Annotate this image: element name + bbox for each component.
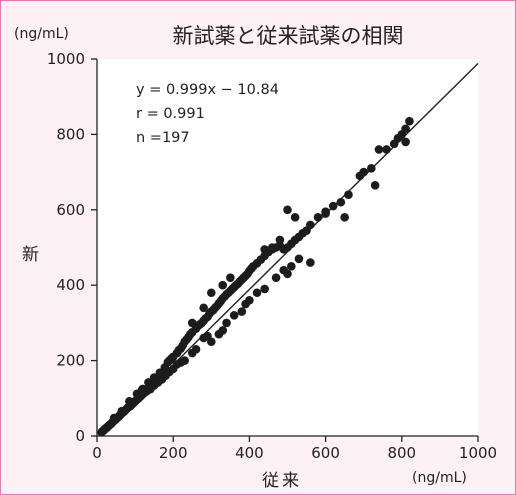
data-point	[294, 254, 304, 264]
data-point	[401, 137, 410, 147]
data-point	[237, 307, 247, 316]
data-point	[359, 167, 369, 177]
x-tick-label: 800	[387, 444, 416, 462]
data-point	[405, 116, 414, 126]
data-point	[222, 318, 231, 328]
data-point	[117, 406, 127, 416]
data-point	[340, 213, 349, 222]
y-tick-label: 400	[56, 276, 85, 294]
x-axis-unit: (ng/mL)	[412, 470, 467, 486]
x-tick-label: 200	[159, 444, 188, 462]
data-point	[328, 201, 338, 211]
chart-title: 新試薬と従来試薬の相関	[172, 24, 404, 48]
data-point	[306, 258, 315, 267]
data-point	[306, 220, 315, 230]
x-tick-label: 1000	[459, 444, 497, 462]
data-point	[370, 180, 380, 190]
data-point	[321, 209, 330, 218]
data-point	[252, 288, 262, 298]
data-point	[207, 337, 216, 347]
y-axis-label: 新	[22, 245, 39, 265]
data-point	[180, 356, 189, 365]
correlation-coefficient: r = 0.991	[136, 106, 205, 122]
data-point	[187, 318, 197, 328]
data-point	[229, 311, 239, 320]
x-tick-label: 600	[311, 444, 340, 462]
y-tick-label: 0	[75, 427, 85, 445]
data-point	[344, 190, 353, 200]
data-point	[382, 145, 391, 154]
y-tick-label: 200	[56, 352, 85, 370]
x-tick-label: 400	[235, 444, 264, 462]
data-point	[218, 280, 228, 290]
data-point	[199, 303, 208, 313]
y-tick-label: 800	[56, 125, 85, 143]
data-point	[267, 243, 277, 252]
data-point	[367, 164, 376, 173]
data-point	[271, 273, 281, 282]
y-tick-label: 600	[56, 201, 85, 219]
data-point	[283, 269, 292, 279]
data-point	[290, 213, 300, 222]
data-point	[109, 413, 119, 423]
sample-count: n =197	[136, 130, 190, 146]
data-point	[260, 245, 269, 254]
regression-equation: y = 0.999x − 10.84	[136, 82, 279, 98]
data-point	[207, 288, 216, 298]
y-tick-label: 1000	[47, 50, 85, 68]
data-point	[313, 213, 323, 222]
data-point	[287, 262, 296, 271]
data-point	[374, 145, 384, 154]
data-point	[336, 197, 346, 207]
data-point	[125, 397, 134, 406]
data-point	[191, 344, 201, 354]
x-axis-label: 従来	[262, 471, 302, 491]
data-point	[218, 326, 228, 335]
x-tick-label: 0	[92, 444, 102, 462]
data-point	[283, 205, 292, 215]
data-point	[401, 124, 410, 134]
data-point	[226, 273, 235, 282]
data-point	[245, 295, 254, 305]
data-point	[275, 235, 285, 245]
data-point	[260, 284, 269, 294]
y-axis-unit: (ng/mL)	[14, 26, 69, 42]
